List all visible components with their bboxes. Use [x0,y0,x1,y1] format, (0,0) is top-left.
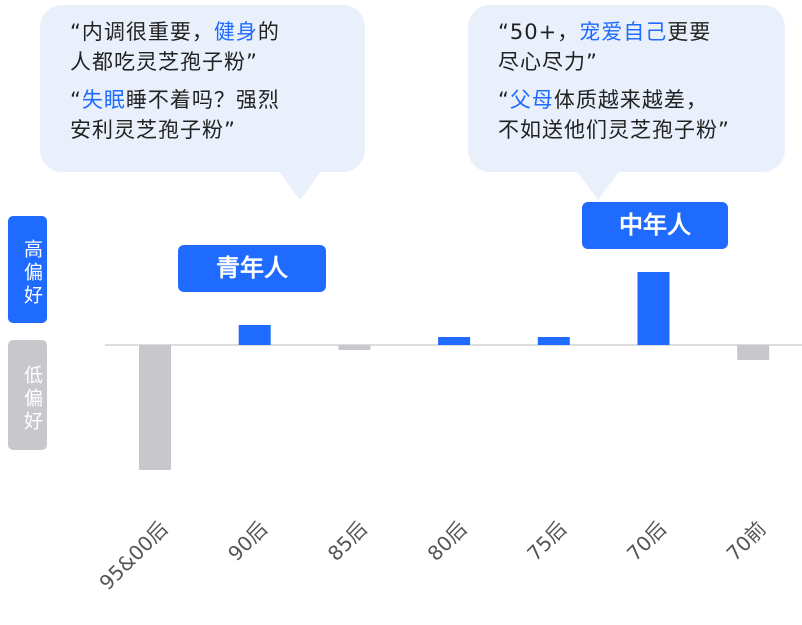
group-label: 青年人 [178,245,326,292]
quote-text: 尽心尽力” [498,50,598,74]
bar [438,337,471,345]
highlight-text: 健身 [213,20,258,44]
quote-text: 人都吃灵芝孢子粉” [70,50,258,74]
quote: “内调很重要，健身的人都吃灵芝孢子粉” [70,17,365,77]
quote-text: “ [498,88,510,112]
quote-text: “内调很重要， [70,20,214,44]
quote-line: “失眠睡不着吗？强烈 [70,85,365,115]
quote-text: 更要 [667,20,712,44]
x-tick-label: 70后 [622,517,671,566]
bar [737,345,770,360]
bubble: “内调很重要，健身的人都吃灵芝孢子粉” “失眠睡不着吗？强烈安利灵芝孢子粉” [40,5,365,172]
quote: “父母体质越来越差， 不如送他们灵芝孢子粉” [498,85,785,145]
quote: “失眠睡不着吗？强烈安利灵芝孢子粉” [70,85,365,145]
quote: “50+，宠爱自己更要尽心尽力” [498,17,785,77]
quote-line: 不如送他们灵芝孢子粉” [498,115,785,145]
quote-text: 安利灵芝孢子粉” [70,118,236,142]
bubble-tail [576,170,620,200]
bar [238,325,271,345]
x-tick-label: 95&00后 [94,517,172,595]
x-tick-label: 75后 [522,517,571,566]
x-tick-label: 70前 [722,517,771,566]
quote-line: “父母体质越来越差， [498,85,785,115]
high-label: 高偏好 [8,216,47,323]
x-tick-label: 80后 [423,517,472,566]
highlight-text: 父母 [509,88,554,112]
bar [637,272,670,345]
quote-text: 不如送他们灵芝孢子粉” [498,118,730,142]
quote-line: “内调很重要，健身的 [70,17,365,47]
x-tick-label: 90后 [223,517,272,566]
group-label: 中年人 [582,202,728,249]
quote-text: 体质越来越差， [553,88,708,112]
quote-text: 的 [257,20,280,44]
quote-text: “ [70,88,82,112]
x-tick-label: 85后 [323,517,372,566]
quote-line: “50+，宠爱自己更要 [498,17,785,47]
bubble: “50+，宠爱自己更要尽心尽力” “父母体质越来越差， 不如送他们灵芝孢子粉” [468,5,785,172]
low-label: 低偏好 [8,340,47,450]
bar [338,345,371,350]
bar [537,337,570,345]
quote-line: 安利灵芝孢子粉” [70,115,365,145]
quote-text: “50+， [498,20,580,44]
quote-line: 尽心尽力” [498,47,785,77]
quote-text: 睡不着吗？强烈 [125,88,280,112]
bar [139,345,171,470]
quote-line: 人都吃灵芝孢子粉” [70,47,365,77]
highlight-text: 失眠 [81,88,126,112]
highlight-text: 宠爱自己 [579,20,668,44]
bubble-tail [278,170,322,200]
